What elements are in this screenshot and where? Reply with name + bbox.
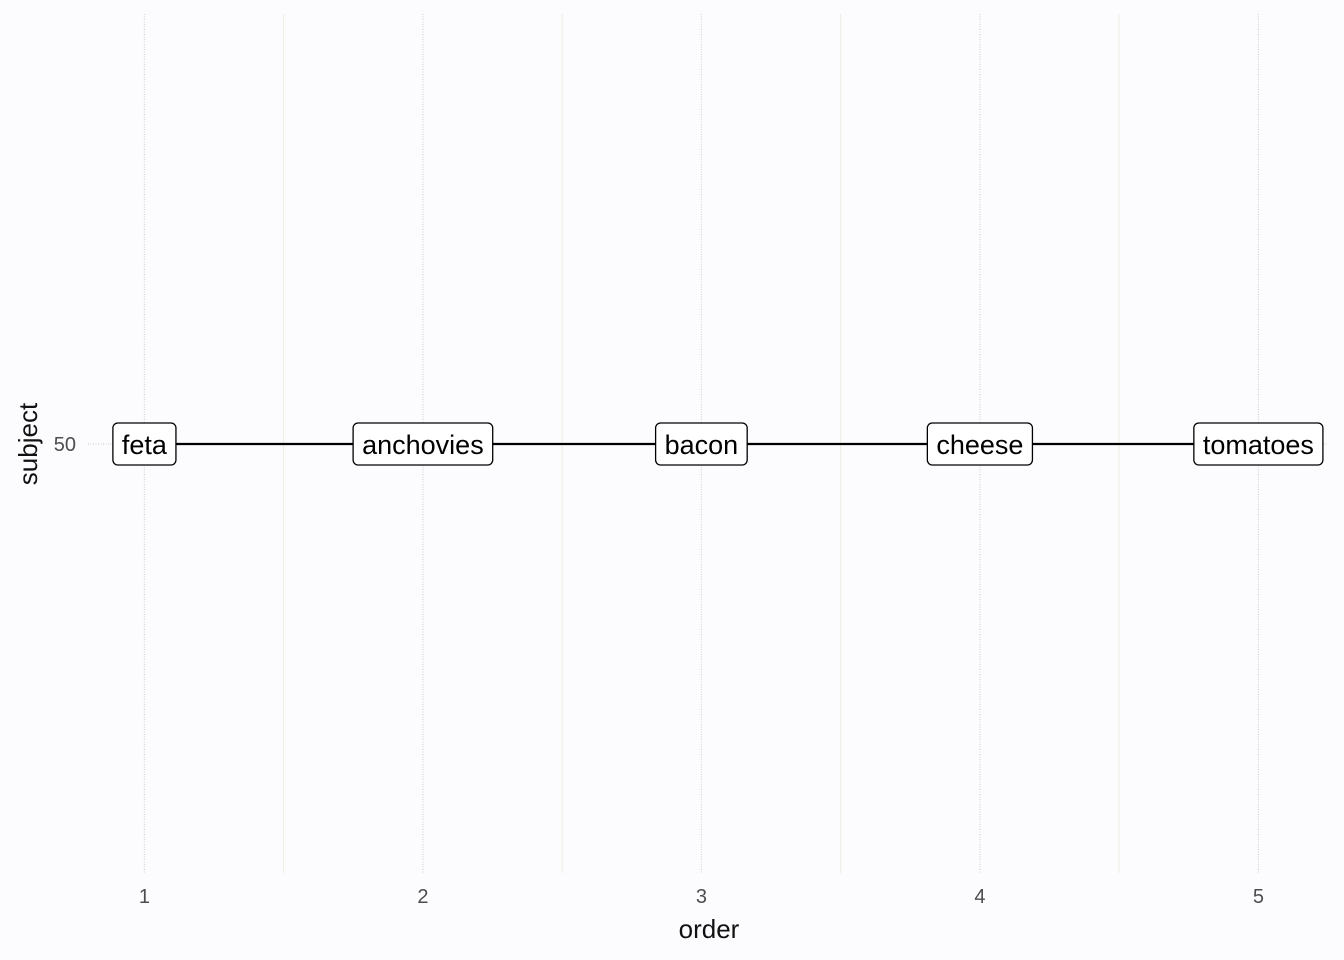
point-label: cheese [926, 422, 1034, 466]
label-box [926, 422, 1034, 466]
x-axis-title: order [679, 914, 740, 944]
point-label-text: tomatoes [1203, 430, 1314, 460]
point-label: anchovies [352, 422, 494, 466]
point-labels: feta anchovies bacon cheese tomatoes [112, 422, 1324, 466]
label-box [352, 422, 494, 466]
y-axis-ticks: 50 [54, 434, 76, 456]
x-tick-label: 4 [974, 886, 985, 908]
point-label: feta [112, 422, 177, 466]
point-label-text: bacon [665, 430, 739, 460]
x-tick-label: 1 [139, 886, 150, 908]
x-axis-ticks: 1 2 3 4 5 [139, 886, 1264, 908]
y-axis-title: subject [13, 402, 43, 485]
label-box [112, 422, 177, 466]
point-label: tomatoes [1193, 422, 1324, 466]
x-tick-label: 5 [1253, 886, 1264, 908]
label-box [1193, 422, 1324, 466]
point-label: bacon [654, 422, 748, 466]
point-label-text: cheese [936, 430, 1023, 460]
point-label-text: anchovies [362, 430, 484, 460]
point-label-text: feta [122, 430, 168, 460]
label-box [654, 422, 748, 466]
y-tick-label: 50 [54, 434, 76, 456]
x-tick-label: 3 [696, 886, 707, 908]
x-tick-label: 2 [417, 886, 428, 908]
